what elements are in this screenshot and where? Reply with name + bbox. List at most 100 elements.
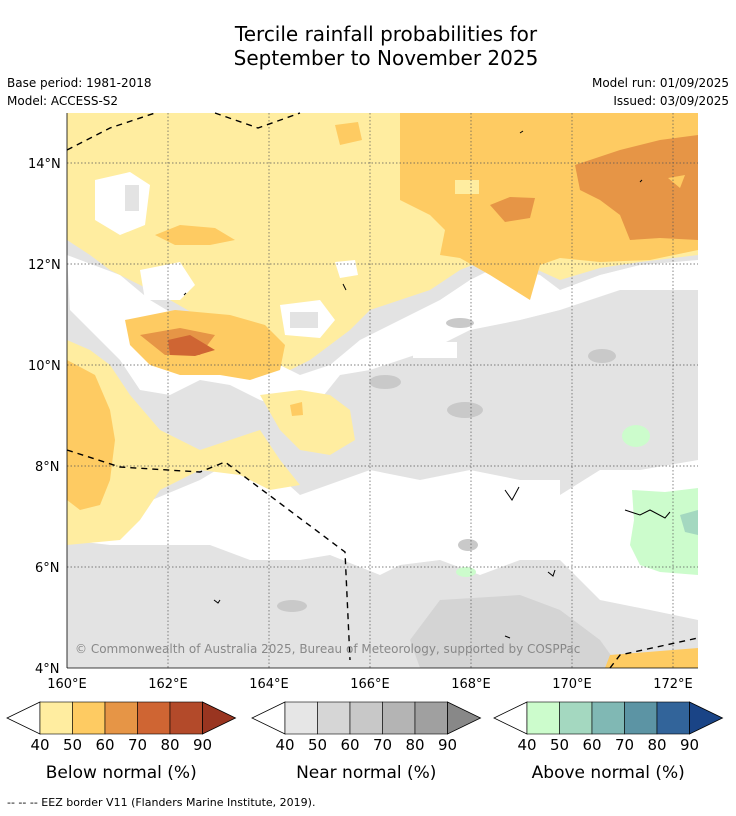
below-normal-40-mid — [260, 390, 355, 455]
below-normal-70 — [168, 335, 215, 356]
colorbar-tick-label: 90 — [193, 736, 212, 754]
colorbar-swatch — [169, 701, 203, 735]
colorbar-swatch — [656, 701, 690, 735]
title-line-2: September to November 2025 — [233, 46, 539, 70]
below-normal-50-small-3 — [290, 402, 303, 416]
meta-left: Base period: 1981-2018 Model: ACCESS-S2 — [7, 74, 152, 110]
model-name: Model: ACCESS-S2 — [7, 94, 119, 108]
lon-label: 168°E — [451, 677, 491, 692]
colorbar-tick-label: 70 — [373, 736, 392, 754]
colorbar-tick-label: 70 — [128, 736, 147, 754]
colorbar-title: Above normal (%) — [532, 763, 685, 783]
colorbar-tick-label: 50 — [308, 736, 327, 754]
colorbar-swatch — [559, 701, 593, 735]
issued-date: Issued: 03/09/2025 — [613, 94, 729, 108]
colorbar-tick-label: 60 — [340, 736, 359, 754]
lon-label: 160°E — [47, 677, 87, 692]
colorbar-tick-label: 60 — [582, 736, 601, 754]
colorbar-swatch — [591, 701, 625, 735]
white-patch-3 — [470, 480, 560, 506]
near-normal-50-f — [458, 539, 478, 551]
model-run: Model run: 01/09/2025 — [591, 76, 729, 90]
no-signal-hole-2 — [140, 262, 195, 300]
colorbar-under-arrow — [251, 701, 286, 735]
colorbar-swatch — [349, 701, 383, 735]
near-normal-hole — [125, 185, 139, 211]
colorbar-swatch — [137, 701, 171, 735]
above-normal-50 — [680, 510, 698, 535]
base-period: Base period: 1981-2018 — [7, 76, 152, 90]
lat-label: 6°N — [35, 561, 60, 576]
below-normal-50-small — [155, 225, 235, 245]
title-line-1: Tercile rainfall probabilities for — [234, 22, 538, 46]
colorbar-over-arrow — [202, 701, 237, 735]
colorbar-under-arrow — [6, 701, 41, 735]
colorbar-tick-label: 40 — [30, 736, 49, 754]
colorbar-swatch — [382, 701, 416, 735]
colorbar-1: 40 50 60 70 80 90 Below normal (%) — [6, 701, 237, 783]
below-normal-40-west — [67, 340, 300, 545]
near-normal-50-c — [446, 318, 474, 328]
colorbar-tick-label: 80 — [160, 736, 179, 754]
no-signal-hole-4 — [335, 260, 358, 278]
meta-right: Model run: 01/09/2025 Issued: 03/09/2025 — [592, 74, 729, 110]
colorbar-title: Near normal (%) — [296, 763, 436, 783]
colorbars: 40 50 60 70 80 90 Below normal (%) 40 50 60 70 80 90… — [6, 701, 724, 783]
colorbar-swatch — [317, 701, 351, 735]
near-normal-50-h — [410, 595, 620, 668]
colorbar-swatch — [414, 701, 448, 735]
below-normal-60-b — [490, 197, 535, 222]
lat-label: 14°N — [28, 157, 61, 172]
colorbar-tick-label: 60 — [95, 736, 114, 754]
above-normal-40-c — [456, 567, 476, 577]
lat-label: 10°N — [28, 359, 61, 374]
colorbar-swatch — [624, 701, 658, 735]
colorbar-swatch — [284, 701, 318, 735]
colorbar-title: Below normal (%) — [46, 763, 197, 783]
near-normal-50 — [369, 375, 401, 389]
near-normal-50-e — [277, 600, 307, 612]
map-title: Tercile rainfall probabilities for Septe… — [0, 22, 736, 70]
lon-label: 162°E — [148, 677, 188, 692]
colorbar-tick-label: 50 — [550, 736, 569, 754]
colorbar-swatch — [104, 701, 138, 735]
colorbar-3: 40 50 60 70 80 90 Above normal (%) — [493, 701, 724, 783]
colorbar-over-arrow — [447, 701, 482, 735]
eez-footnote: -- -- -- EEZ border V11 (Flanders Marine… — [7, 796, 316, 809]
island-marks — [183, 130, 671, 639]
colorbar-tick-label: 40 — [275, 736, 294, 754]
colorbar-tick-label: 90 — [680, 736, 699, 754]
lat-label: 12°N — [28, 258, 61, 273]
colorbar-swatch — [526, 701, 560, 735]
colorbar-tick-label: 70 — [615, 736, 634, 754]
above-normal-40-b — [622, 425, 650, 447]
near-normal-50-b — [447, 402, 483, 418]
colorbar-tick-label: 50 — [63, 736, 82, 754]
colorbar-tick-label: 80 — [647, 736, 666, 754]
white-patch — [413, 342, 457, 358]
colorbar-over-arrow — [689, 701, 724, 735]
colorbar-swatch — [39, 701, 73, 735]
lon-label: 172°E — [653, 677, 693, 692]
below-normal-50-small-4 — [668, 175, 685, 188]
colorbar-tick-label: 90 — [438, 736, 457, 754]
above-normal-40 — [630, 488, 698, 575]
lon-label: 170°E — [552, 677, 592, 692]
copyright-text: © Commonwealth of Australia 2025, Bureau… — [75, 642, 580, 656]
lon-label: 166°E — [350, 677, 390, 692]
lon-label: 164°E — [249, 677, 289, 692]
gridlines — [67, 113, 698, 668]
below-normal-60 — [575, 135, 698, 240]
colorbar-tick-label: 40 — [517, 736, 536, 754]
colorbar-swatch — [72, 701, 106, 735]
below-normal-40-hole — [455, 180, 479, 194]
below-normal-50-se — [605, 648, 698, 668]
map-field — [67, 113, 698, 668]
lat-label: 4°N — [35, 662, 60, 677]
below-normal-50-small-2 — [335, 122, 362, 145]
lat-label: 8°N — [35, 460, 60, 475]
below-normal-50-west — [67, 360, 115, 510]
colorbar-tick-label: 80 — [405, 736, 424, 754]
